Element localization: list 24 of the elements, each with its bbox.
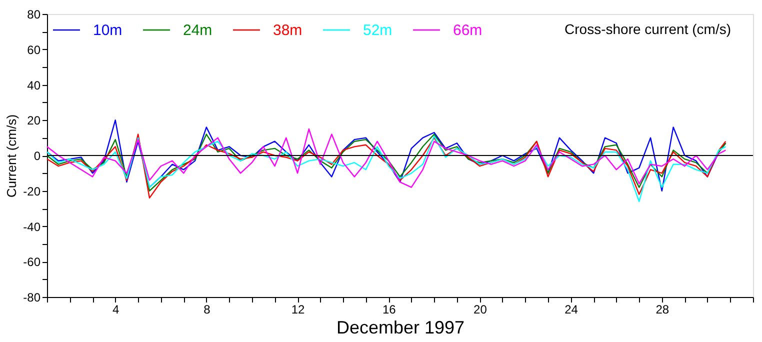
text: Cross-shore current (cm/s) (564, 21, 731, 37)
x-tick-label: 16 (382, 302, 396, 316)
y-tick-label: 20 (27, 114, 41, 128)
x-tick-label: 28 (656, 302, 670, 316)
y-tick-label: -40 (23, 220, 41, 234)
y-tick-label: 40 (27, 78, 41, 92)
legend-label: 52m (363, 22, 392, 39)
legend-label: 24m (183, 22, 212, 39)
y-tick-label: 0 (34, 149, 41, 163)
legend-label: 10m (93, 22, 122, 39)
y-axis-title: Current (cm/s) (4, 114, 20, 198)
y-tick-label: 60 (27, 42, 41, 57)
x-tick-label: 24 (564, 302, 578, 316)
x-tick-label: 8 (204, 302, 211, 316)
x-axis-title: December 1997 (336, 318, 465, 338)
y-tick-label: -60 (23, 255, 41, 270)
x-tick-label: 4 (112, 302, 120, 316)
y-tick-label: -80 (23, 290, 41, 304)
x-tick-label: 20 (474, 302, 488, 316)
x-tick-label: 12 (291, 302, 306, 316)
y-tick-label: -20 (23, 184, 41, 198)
y-tick-label: 80 (27, 8, 41, 22)
legend-label: 38m (273, 22, 302, 39)
legend-label: 66m (453, 22, 482, 39)
